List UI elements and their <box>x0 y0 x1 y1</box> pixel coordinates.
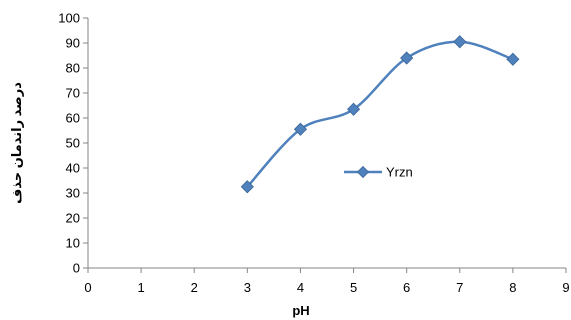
x-tick-label: 6 <box>403 280 410 295</box>
x-tick-label: 3 <box>244 280 251 295</box>
y-tick-label: 90 <box>66 36 80 51</box>
y-tick-label: 20 <box>66 211 80 226</box>
data-point-marker <box>453 35 467 49</box>
series-group <box>240 35 520 194</box>
y-tick-label: 70 <box>66 86 80 101</box>
legend-marker <box>356 165 370 179</box>
x-tick-label: 8 <box>509 280 516 295</box>
y-tick-labels: 0 10 20 30 40 50 60 70 80 90 100 <box>58 11 80 276</box>
y-tick-label: 0 <box>73 261 80 276</box>
data-point-marker <box>240 180 254 194</box>
y-tick-label: 40 <box>66 161 80 176</box>
y-tick-label: 100 <box>58 11 80 26</box>
x-tick-label: 5 <box>350 280 357 295</box>
series-line-0 <box>246 40 514 188</box>
x-tick-label: 7 <box>456 280 463 295</box>
x-tick-label: 2 <box>191 280 198 295</box>
y-axis-label: درصد راندمان حذف <box>9 82 24 204</box>
y-tick-label: 50 <box>66 136 80 151</box>
data-point-marker <box>506 52 520 66</box>
y-tick-label: 60 <box>66 111 80 126</box>
legend: Yrzn <box>344 165 413 180</box>
y-tick-label: 80 <box>66 61 80 76</box>
x-tick-label: 1 <box>137 280 144 295</box>
y-axis-label-group: درصد راندمان حذف <box>9 82 24 204</box>
x-axis-label: pH <box>292 303 309 318</box>
data-point-marker <box>400 51 414 65</box>
x-tick-label: 9 <box>562 280 569 295</box>
legend-label: Yrzn <box>386 165 413 180</box>
x-tick-label: 0 <box>84 280 91 295</box>
data-point-marker <box>293 122 308 136</box>
y-tick-label: 10 <box>66 236 80 251</box>
data-point-marker <box>346 102 361 116</box>
x-tick-labels: 0 1 2 3 4 5 6 7 8 9 <box>84 280 569 295</box>
x-tick-label: 4 <box>297 280 304 295</box>
y-tick-label: 30 <box>66 186 80 201</box>
axes <box>83 17 567 273</box>
